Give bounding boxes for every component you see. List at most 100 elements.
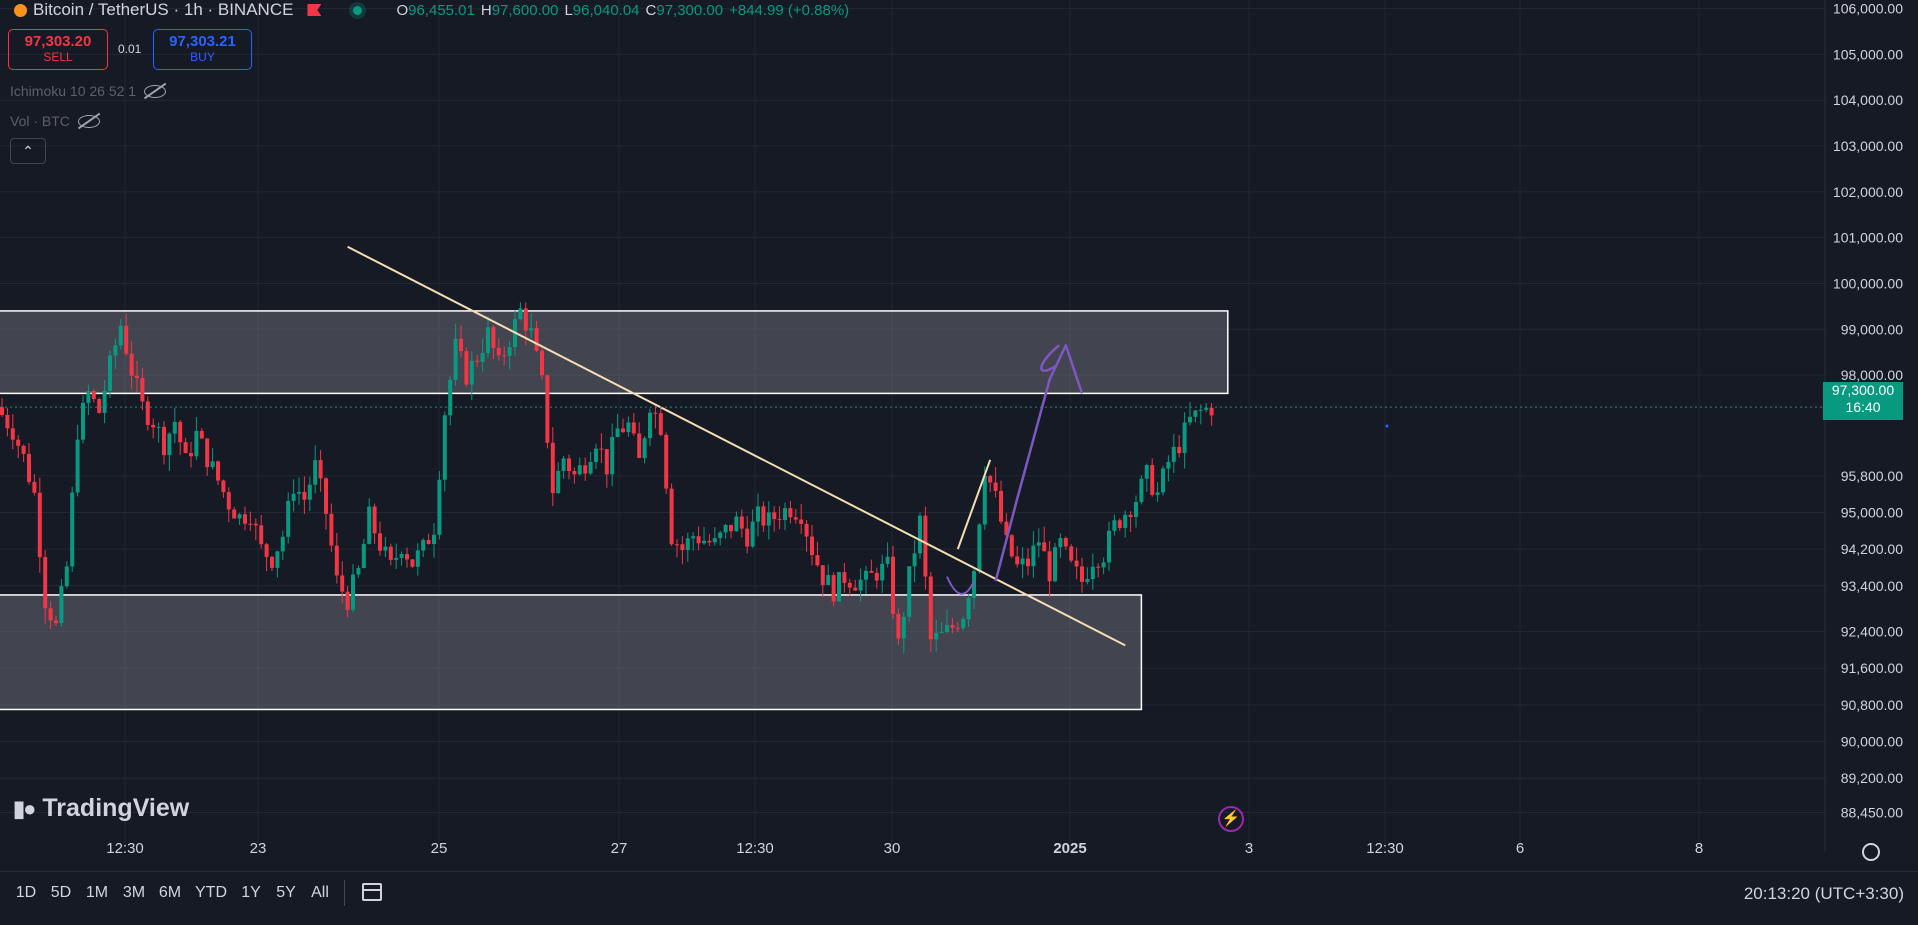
candle-body (907, 566, 912, 617)
y-axis-tick-label: 98,000.00 (1841, 367, 1903, 383)
candle-body (777, 519, 782, 521)
candle-body (550, 442, 555, 494)
candle-body (712, 538, 717, 543)
candle-body (183, 442, 188, 454)
candle-body (615, 428, 620, 438)
flag-icon[interactable] (307, 4, 322, 16)
range-button[interactable]: YTD (195, 884, 227, 901)
candle-body (205, 438, 210, 468)
candle-body (448, 379, 453, 416)
candle-body (675, 544, 679, 546)
candle-body (702, 540, 706, 544)
candle-body (1101, 562, 1106, 568)
candle-body (124, 325, 129, 354)
spread-value: 0.01 (118, 42, 142, 56)
candle-body (378, 533, 382, 551)
candle-body (604, 449, 609, 475)
calendar-icon[interactable] (362, 883, 382, 901)
candle-body (961, 619, 966, 629)
candle-body (642, 438, 647, 458)
candle-body (842, 572, 847, 583)
candle-body (972, 571, 976, 598)
candle-body (1117, 520, 1122, 528)
candle-body (248, 523, 253, 525)
candle-body (21, 445, 26, 454)
price-chart[interactable]: 106,000.00 105,000.00 104,000.00 103,000.00… (0, 0, 1918, 872)
candle-body (496, 347, 501, 356)
candle-body (453, 338, 458, 380)
candle-body (135, 375, 139, 379)
range-button[interactable]: 5Y (276, 884, 296, 901)
settings-gear-icon[interactable] (1862, 843, 1880, 861)
candle-body (1090, 566, 1095, 580)
candle-body (54, 620, 58, 624)
candle-body (561, 458, 566, 471)
range-button[interactable]: 3M (122, 884, 146, 901)
candle-body (1209, 407, 1214, 416)
candle-body (739, 516, 744, 529)
collapse-legend-button[interactable]: ⌃ (10, 138, 46, 164)
candle-body (113, 345, 118, 356)
close-value: 97,300.00 (656, 1, 724, 19)
candle-body (999, 490, 1003, 522)
indicator-ichimoku[interactable]: Ichimoku 10 26 52 1 (10, 83, 167, 99)
candle-body (750, 521, 755, 547)
candle-body (912, 553, 917, 567)
candle-body (567, 458, 571, 472)
candle-body (945, 625, 949, 632)
candle-body (1107, 530, 1111, 563)
candle-body (399, 554, 404, 558)
candle-body (1020, 558, 1025, 565)
candle-body (594, 448, 598, 463)
range-button[interactable]: 1M (85, 884, 109, 901)
candle-body (108, 355, 112, 391)
range-button[interactable]: All (311, 884, 329, 901)
candle-body (691, 536, 696, 539)
hidden-eye-icon[interactable] (144, 84, 167, 98)
open-value: 96,455.01 (408, 1, 475, 19)
candle-body (572, 471, 577, 475)
candle-body (405, 554, 409, 560)
sell-price: 97,303.20 (24, 33, 92, 50)
candle-body (982, 475, 987, 525)
candle-body (955, 627, 960, 629)
candle-body (1085, 579, 1090, 582)
candle-body (939, 631, 944, 633)
candle-body (81, 402, 85, 440)
y-axis-tick-label: 100,000.00 (1833, 275, 1903, 291)
arrow-loop (1040, 344, 1061, 372)
clock-display[interactable]: 20:13:20 (UTC+3:30) (1743, 884, 1904, 903)
candle-body (583, 465, 588, 474)
buy-button[interactable]: 97,303.21 BUY (153, 29, 252, 70)
candle-body (853, 587, 858, 591)
indicator-volume[interactable]: Vol · BTC (10, 113, 100, 129)
candle-body (950, 625, 955, 628)
candle-body (464, 351, 469, 385)
range-button[interactable]: 5D (50, 884, 72, 901)
y-axis-tick-label: 106,000.00 (1833, 1, 1903, 17)
candle-body (540, 350, 544, 376)
candle-body (707, 540, 712, 543)
candle-body (334, 545, 339, 576)
symbol-title[interactable]: Bitcoin / TetherUS · 1h · BINANCE (33, 0, 294, 19)
candle-body (486, 327, 490, 354)
lightning-icon[interactable]: ⚡ (1218, 806, 1244, 832)
candle-body (1171, 446, 1176, 462)
candle-body (210, 461, 215, 468)
candle-body (718, 532, 723, 539)
hidden-eye-icon[interactable] (77, 114, 100, 128)
candle-body (442, 415, 447, 480)
candle-body (151, 424, 156, 428)
range-button[interactable]: 6M (158, 884, 182, 901)
candle-body (221, 480, 226, 493)
candle-body (367, 506, 372, 544)
candle-body (1031, 545, 1036, 567)
candle-body (189, 453, 193, 457)
range-button[interactable]: 1Y (241, 884, 261, 901)
sell-button[interactable]: 97,303.20 SELL (8, 29, 108, 70)
candle-body (988, 475, 993, 483)
range-button[interactable]: 1D (15, 884, 37, 901)
bar-countdown: 16:40 (1845, 399, 1881, 415)
candle-body (216, 461, 220, 481)
buy-price: 97,303.21 (169, 33, 236, 50)
